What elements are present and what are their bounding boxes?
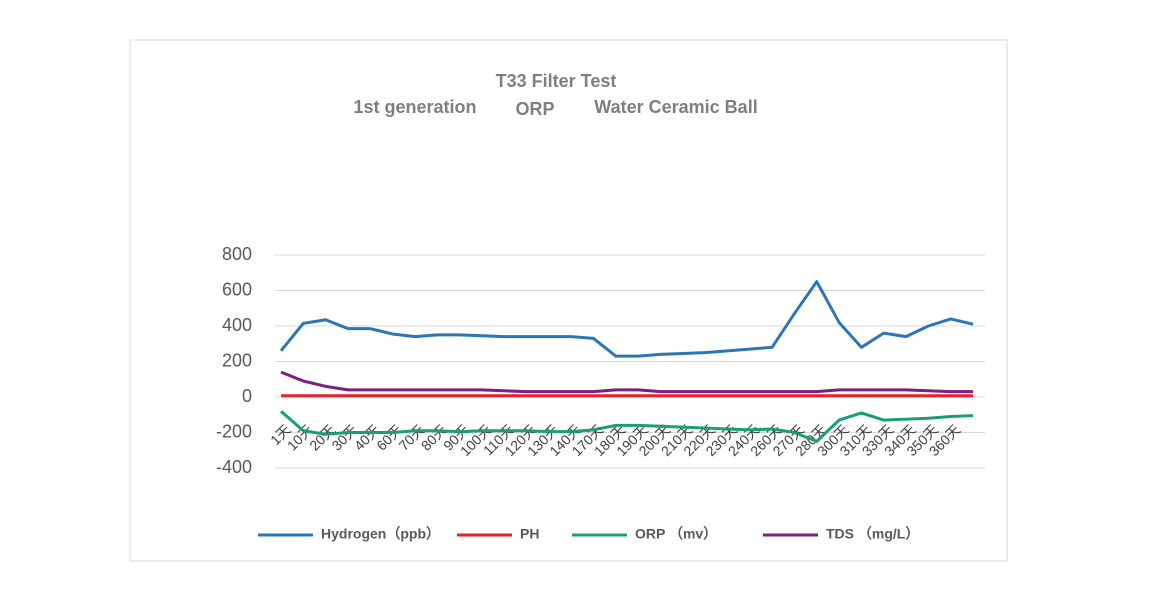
series-line (280, 410, 974, 443)
y-tick-label: -200 (216, 421, 252, 441)
y-tick-label: 600 (222, 279, 252, 299)
y-tick-label: 400 (222, 315, 252, 335)
chart-subtitle: Water Ceramic Ball (594, 97, 757, 117)
y-tick-label: -400 (216, 457, 252, 477)
y-tick-label: 0 (242, 386, 252, 406)
legend-label: Hydrogen（ppb） (321, 526, 440, 542)
y-tick-label: 200 (222, 350, 252, 370)
legend-label: PH (520, 526, 539, 542)
legend-label: ORP （mv） (635, 526, 717, 542)
y-tick-label: 800 (222, 244, 252, 264)
legend-label: TDS （mg/L） (826, 526, 919, 542)
chart-frame (129, 39, 1008, 562)
chart-title: T33 Filter Test (496, 71, 617, 91)
series-line (280, 370, 973, 394)
series-line (279, 280, 974, 358)
chart-subtitle: ORP (515, 99, 554, 119)
chart-subtitle: 1st generation (353, 97, 476, 117)
